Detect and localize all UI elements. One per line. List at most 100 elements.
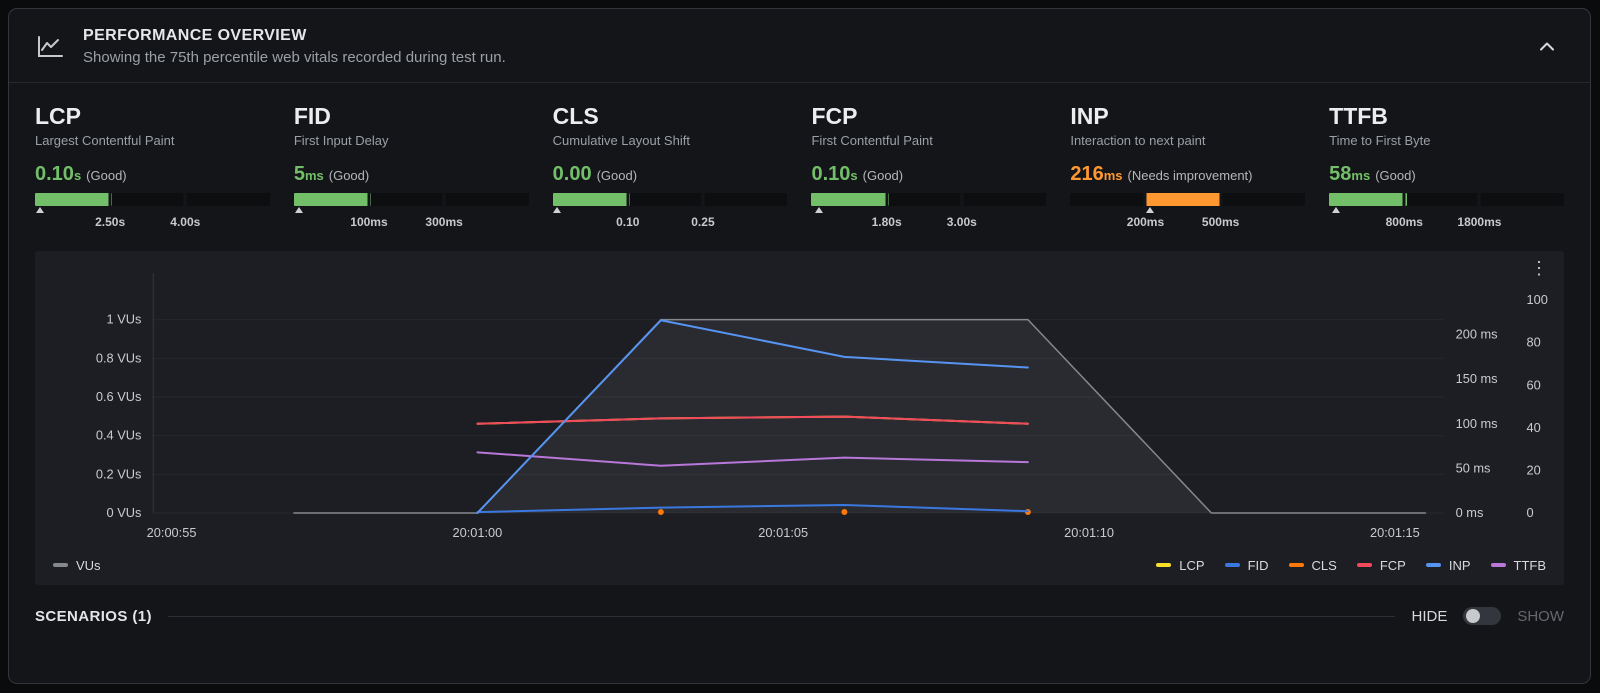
vital-tick-label: 3.00s xyxy=(946,215,977,229)
vital-card-ttfb: TTFB Time to First Byte 58ms (Good) 800ms… xyxy=(1329,103,1564,235)
legend-item-fid[interactable]: FID xyxy=(1224,557,1269,573)
legend-item-lcp[interactable]: LCP xyxy=(1156,557,1205,573)
performance-overview-panel: PERFORMANCE OVERVIEW Showing the 75th pe… xyxy=(8,8,1591,684)
vital-threshold-notch xyxy=(1143,193,1147,206)
vital-value-number: 0.00 xyxy=(552,163,592,185)
vital-threshold-bar xyxy=(552,193,788,213)
vital-tick-label: 0.10 xyxy=(616,215,640,229)
vital-value-caret-icon xyxy=(814,207,823,213)
vital-name: Largest Contentful Paint xyxy=(35,133,175,148)
vital-tick-labels: 200ms 500ms xyxy=(1070,215,1305,235)
vital-tick-label: 800ms xyxy=(1385,215,1423,229)
chart-legend: VUs LCP FID CLS FCP INP TTFB xyxy=(35,553,1564,581)
vital-value-number: 216 xyxy=(1070,163,1104,185)
y-left-tick-label: 1 VUs xyxy=(107,312,142,327)
vital-tick-labels: 100ms 300ms xyxy=(294,215,529,235)
hide-label[interactable]: HIDE xyxy=(1411,607,1448,625)
panel-header: PERFORMANCE OVERVIEW Showing the 75th pe… xyxy=(9,9,1590,83)
legend-swatch-icon xyxy=(1425,563,1441,567)
series-point-cls xyxy=(657,509,664,515)
vitals-row: LCP Largest Contentful Paint 0.10 s (Good)… xyxy=(9,83,1590,239)
vital-threshold-bar xyxy=(1329,193,1564,213)
vital-threshold-bar xyxy=(293,193,529,213)
vital-bar-fill xyxy=(293,193,372,206)
legend-label: CLS xyxy=(1311,557,1337,573)
y-right-score-tick-label: 0 xyxy=(1527,505,1534,520)
vital-tick-labels: 0.10 0.25 xyxy=(553,215,788,235)
vital-value-unit: ms xyxy=(1351,168,1371,183)
x-axis-tick-label: 20:01:15 xyxy=(1370,525,1420,540)
vital-rating: (Good) xyxy=(1375,168,1416,183)
vital-tick-label: 500ms xyxy=(1201,215,1240,229)
y-right-score-tick-label: 80 xyxy=(1527,335,1541,350)
chart-legend-left: VUs xyxy=(53,558,101,573)
vital-tick-label: 100ms xyxy=(350,215,388,229)
vital-card-lcp: LCP Largest Contentful Paint 0.10s (Good)… xyxy=(35,103,270,235)
legend-label: VUs xyxy=(76,557,101,573)
scenarios-bar: SCENARIOS (1) HIDE SHOW xyxy=(9,585,1590,647)
y-left-tick-label: 0.6 VUs xyxy=(96,389,142,404)
x-axis-tick-label: 20:01:10 xyxy=(1064,525,1114,540)
vital-tick-label: 300ms xyxy=(425,215,463,229)
y-right-score-tick-label: 60 xyxy=(1527,377,1541,392)
vital-code: TTFB xyxy=(1329,103,1388,129)
legend-item-inp[interactable]: INP xyxy=(1425,557,1471,573)
vital-rating: (Good) xyxy=(328,168,370,183)
x-axis-tick-label: 20:01:00 xyxy=(452,525,502,540)
vital-bar-fill xyxy=(1145,193,1221,206)
vital-threshold-bar xyxy=(811,193,1047,213)
vital-value: 58ms (Good) xyxy=(1329,163,1564,186)
vital-threshold-notch xyxy=(885,193,889,206)
y-right-score-tick-label: 100 xyxy=(1527,292,1548,307)
legend-item-vus[interactable]: VUs xyxy=(53,558,101,573)
chart-menu-icon[interactable]: ⋮ xyxy=(1530,258,1548,278)
vital-tick-label: 4.00s xyxy=(170,215,201,229)
legend-item-cls[interactable]: CLS xyxy=(1288,557,1337,573)
y-right-score-tick-label: 40 xyxy=(1527,420,1541,435)
vital-name: First Input Delay xyxy=(293,133,389,148)
legend-item-ttfb[interactable]: TTFB xyxy=(1490,558,1546,573)
y-left-tick-label: 0.8 VUs xyxy=(96,350,142,365)
y-right-ms-tick-label: 100 ms xyxy=(1456,416,1498,431)
vital-tick-label: 1800ms xyxy=(1457,215,1502,229)
vital-threshold-notch xyxy=(1402,193,1406,206)
legend-label: LCP xyxy=(1179,557,1205,573)
hide-show-toggle[interactable] xyxy=(1463,607,1502,625)
vital-value-unit: ms xyxy=(1103,168,1123,183)
vital-value-unit: s xyxy=(73,168,82,183)
vital-value-caret-icon xyxy=(1146,207,1155,213)
vital-threshold-notch xyxy=(1219,193,1223,206)
legend-swatch-icon xyxy=(1288,563,1304,567)
y-right-ms-tick-label: 0 ms xyxy=(1456,505,1484,520)
collapse-chevron-icon[interactable] xyxy=(1530,36,1564,57)
series-line-vus xyxy=(293,318,1427,514)
legend-swatch-icon xyxy=(1356,563,1372,567)
vital-value-number: 58 xyxy=(1329,163,1352,185)
legend-label: INP xyxy=(1448,557,1471,573)
y-left-tick-label: 0.2 VUs xyxy=(96,466,142,481)
panel-title: PERFORMANCE OVERVIEW xyxy=(83,27,307,44)
y-left-tick-label: 0.4 VUs xyxy=(96,428,142,443)
vital-value-number: 0.10 xyxy=(811,163,851,185)
y-right-score-tick-label: 20 xyxy=(1527,462,1541,477)
timeseries-chart-panel: 0 VUs 0.2 VUs 0.4 VUs 0.6 VUs 0.8 VUs 1 VUs 0 … xyxy=(35,251,1564,585)
vital-threshold-notch xyxy=(701,193,705,206)
vital-threshold-notch xyxy=(442,193,446,206)
vital-code: CLS xyxy=(552,103,599,129)
vital-value: 0.00 (Good) xyxy=(553,163,788,186)
legend-swatch-icon xyxy=(53,563,68,567)
vital-card-fid: FID First Input Delay 5ms (Good) 100ms 30… xyxy=(293,103,529,235)
timeseries-chart: 0 VUs 0.2 VUs 0.4 VUs 0.6 VUs 0.8 VUs 1 VUs 0 … xyxy=(96,273,1548,540)
vital-code: FCP xyxy=(811,103,858,129)
vital-threshold-bar xyxy=(35,193,270,213)
show-label[interactable]: SHOW xyxy=(1517,607,1564,625)
vital-threshold-notch xyxy=(183,193,187,206)
legend-item-fcp[interactable]: FCP xyxy=(1356,558,1406,573)
vital-rating: (Good) xyxy=(86,168,127,183)
vital-code: LCP xyxy=(35,103,81,129)
line-chart-icon xyxy=(35,33,65,61)
legend-label: FID xyxy=(1247,557,1269,573)
y-left-tick-label: 0 VUs xyxy=(107,505,142,520)
y-right-ms-tick-label: 50 ms xyxy=(1456,460,1491,475)
series-line-fid xyxy=(476,503,1029,514)
